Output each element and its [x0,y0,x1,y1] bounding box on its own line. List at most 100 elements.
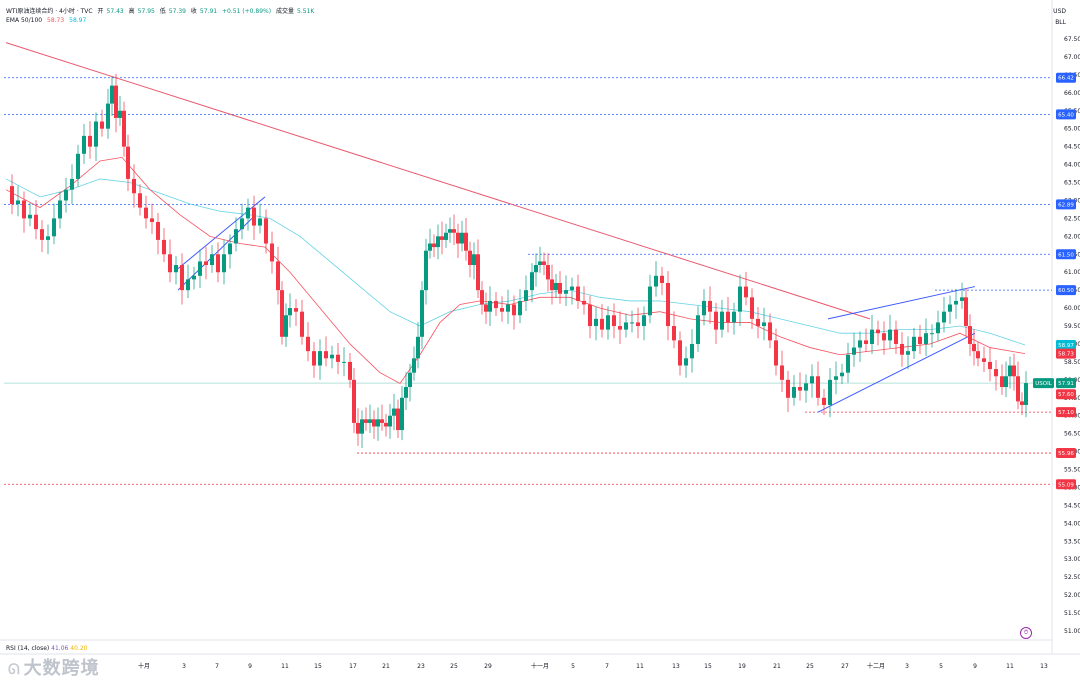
candle-body [666,282,670,327]
candle-body [964,297,968,327]
candle-body [198,261,202,276]
price-badge-label: 57.91 [1058,381,1074,387]
candle-body [424,250,428,291]
candle-body [132,178,136,194]
candle-body [352,379,356,423]
rsi-value-a: 41.06 [51,645,69,652]
candle-body [144,207,148,219]
x-tick-label: 9 [973,663,977,670]
candle-body [1004,376,1008,388]
candle-body [672,326,676,341]
candle-body [582,300,586,305]
y-tick-label: 65.00 [1064,126,1080,133]
x-axis-ticks: 十月 3 7 9 11 15 17 21 23 25 29 十一月 5 7 11 13 15 19 21 25 27 十二… [138,662,1048,670]
price-badge-label: 58.73 [1058,352,1074,358]
ohlc-open-value: 57.43 [106,8,124,15]
candle-body [204,261,208,266]
x-tick-label: 11 [1006,663,1014,670]
candle-body [114,85,118,118]
trend-line [5,42,871,320]
y-tick-label: 51.50 [1064,610,1080,617]
x-tick-label: 21 [382,663,390,670]
x-tick-label: 25 [806,663,814,670]
candle-body [954,300,958,305]
x-tick-label: 27 [841,663,849,670]
candle-body [174,265,178,273]
candle-body [106,103,110,129]
x-tick-label: 25 [450,663,458,670]
candle-body [852,347,856,355]
candle-body [744,286,748,298]
watermark-logo-icon: ᘏ [8,662,21,678]
candle-body [460,232,464,244]
level-badge-label: 66.42 [1058,76,1074,82]
candle-body [768,322,772,341]
symbol-header: WTI原油连续合约 · 4小时 · TVC 开 57.43 高 57.95 低 57.… [6,6,317,15]
price-badge [1056,389,1076,400]
ema-title: EMA 50/100 [6,17,43,24]
candle-body [534,265,538,273]
candle-body [816,376,820,398]
candle-body [846,354,850,373]
candle-body [324,351,328,359]
candle-body [624,322,628,330]
watermark: ᘏ 大数跨境 [8,654,100,680]
candle-body [900,343,904,355]
candle-body [708,300,712,312]
candles [10,73,1028,449]
candle-body [468,250,472,266]
rsi-value-b: 40.20 [70,645,88,652]
candle-body [252,207,256,226]
candle-body [484,304,488,312]
y-tick-label: 63.50 [1064,180,1080,187]
level-badge [1056,72,1076,83]
level-badge [1056,448,1076,459]
candle-body [122,110,126,147]
ohlc-close-label: 收 [190,8,197,15]
candle-body [288,308,292,316]
candle-body [870,329,874,344]
candle-body [76,153,80,179]
candle-body [518,300,522,316]
symbol-tag-label: USOIL [1035,381,1052,387]
candle-body [936,322,940,334]
y-tick-label: 54.50 [1064,502,1080,509]
candle-body [228,243,232,255]
candle-body [576,286,580,301]
candle-body [476,254,480,291]
ema-legend[interactable]: EMA 50/100 58.73 58.97 [6,17,89,24]
candle-body [678,340,682,366]
candle-body [488,300,492,312]
candle-body [110,85,114,104]
candle-body [312,351,316,366]
symbol-tag [1033,378,1054,389]
candle-body [186,279,190,291]
candle-body [780,365,784,380]
candle-body [1020,401,1024,405]
y-tick-label: 64.50 [1064,144,1080,151]
currency-code: USD [1053,8,1066,15]
y-tick-label: 53.50 [1064,538,1080,545]
level-badge-label: 62.89 [1058,202,1074,208]
candle-body [264,218,268,244]
candle-body [396,408,400,431]
candle-body [512,304,516,316]
candle-body [192,275,196,280]
candle-body [384,422,388,427]
y-tick-label: 66.00 [1064,90,1080,97]
candle-body [636,322,640,327]
y-tick-label: 62.00 [1064,233,1080,240]
candle-body [404,387,408,398]
candle-body [88,135,92,147]
candle-body [888,329,892,341]
rsi-legend[interactable]: RSI (14, close) 41.06 40.20 [6,645,87,652]
x-tick-label: 15 [314,663,322,670]
candle-body [882,333,886,341]
alarm-icon[interactable]: ⏱ [1020,627,1032,639]
x-tick-label: 19 [738,663,746,670]
y-tick-label: 52.50 [1064,574,1080,581]
candle-body [554,282,558,291]
candle-body [1008,365,1012,377]
candle-body [828,379,832,405]
